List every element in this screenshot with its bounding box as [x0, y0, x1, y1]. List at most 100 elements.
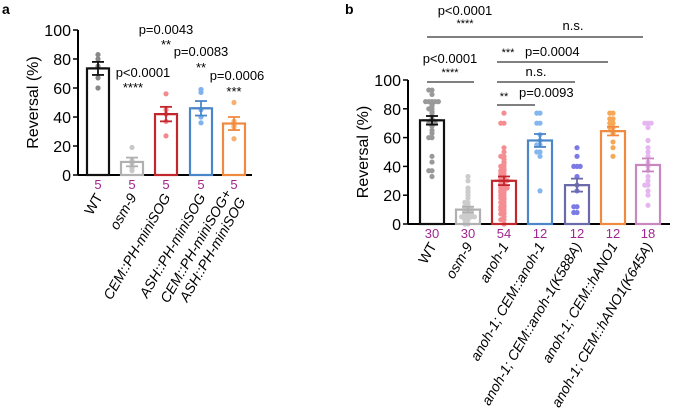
data-point — [537, 188, 543, 194]
x-tick-label: osm-9 — [442, 239, 475, 281]
data-point — [231, 99, 237, 106]
n-label: 30 — [461, 226, 475, 241]
x-tick-label: WT — [415, 239, 440, 266]
data-point — [610, 139, 616, 145]
data-point — [571, 204, 577, 210]
data-point — [429, 153, 435, 159]
bar — [85, 67, 111, 177]
data-point — [426, 135, 432, 141]
data-point — [163, 91, 169, 97]
data-point — [607, 110, 613, 116]
data-point — [607, 120, 613, 126]
data-point — [645, 188, 651, 194]
p-value: p<0.0001 — [116, 65, 171, 80]
n-label: 54 — [497, 226, 511, 241]
significance-stars: ** — [161, 37, 171, 52]
x-tick-label: osm-9 — [106, 190, 139, 232]
data-point — [645, 124, 651, 131]
data-point — [95, 85, 101, 91]
p-value: p=0.0006 — [210, 68, 265, 83]
data-point — [198, 89, 204, 95]
y-tick-label: 0 — [392, 217, 401, 234]
p-value: p<0.0001 — [423, 51, 478, 66]
y-tick-label: 20 — [383, 188, 401, 205]
data-point — [534, 149, 540, 155]
data-point — [501, 149, 507, 155]
y-tick-label: 0 — [62, 168, 71, 185]
data-point — [429, 130, 435, 136]
data-point — [501, 110, 507, 116]
data-point — [429, 159, 435, 165]
significance-stars: *** — [226, 84, 241, 99]
significance-stars: ** — [500, 91, 509, 103]
y-tick-label: 60 — [53, 81, 71, 98]
y-tick-label: 100 — [374, 73, 401, 90]
data-point — [645, 178, 651, 184]
data-point — [648, 120, 654, 126]
n-label: 5 — [162, 177, 169, 192]
data-point — [571, 163, 577, 169]
data-point — [498, 120, 504, 126]
p-value: p=0.0093 — [519, 85, 574, 100]
y-tick-label: 40 — [53, 110, 71, 127]
y-tick-label: 20 — [53, 139, 71, 156]
y-axis-label: Reversal (%) — [25, 56, 42, 148]
n-label: 12 — [606, 226, 620, 241]
data-point — [435, 99, 441, 105]
data-point — [577, 163, 583, 169]
data-point — [642, 182, 648, 188]
data-point — [534, 120, 540, 126]
data-point — [534, 110, 540, 116]
significance-stars: **** — [123, 80, 143, 95]
data-point — [198, 120, 204, 126]
n-label: 5 — [230, 177, 237, 192]
panel-label-a: a — [2, 1, 10, 17]
n-label: 30 — [425, 226, 439, 241]
y-tick-label: 60 — [383, 131, 401, 148]
significance-stars: ** — [196, 60, 206, 75]
data-point — [231, 136, 237, 142]
data-point — [537, 153, 543, 159]
data-point — [462, 217, 468, 223]
n-label: 5 — [128, 177, 135, 192]
data-point — [498, 217, 504, 223]
data-point — [610, 145, 616, 151]
data-point — [465, 178, 471, 184]
x-tick-label: anoh-1 — [476, 240, 512, 286]
p-value: p=0.0043 — [139, 22, 194, 37]
data-point — [645, 192, 651, 198]
bar — [221, 122, 247, 177]
significance-stars: n.s. — [563, 18, 584, 33]
y-tick-label: 80 — [383, 102, 401, 119]
data-point — [426, 168, 432, 174]
data-point — [645, 137, 651, 144]
data-point — [607, 116, 613, 122]
data-point — [571, 209, 577, 216]
n-label: 18 — [641, 226, 655, 241]
data-point — [429, 173, 435, 180]
data-point — [645, 202, 651, 208]
p-value: p=0.0083 — [174, 44, 229, 59]
data-point — [129, 144, 135, 151]
p-value: p<0.0001 — [438, 3, 493, 18]
n-label: 12 — [533, 226, 547, 241]
panel-label-b: b — [345, 1, 354, 17]
y-tick-label: 100 — [44, 23, 71, 40]
data-point — [642, 120, 648, 126]
data-point — [429, 91, 435, 97]
n-label: 12 — [570, 226, 584, 241]
data-point — [95, 56, 101, 62]
bar — [599, 130, 627, 226]
data-point — [501, 145, 507, 151]
data-point — [465, 173, 471, 180]
x-tick-label: WT — [81, 190, 106, 217]
data-point — [574, 153, 580, 159]
data-point — [95, 75, 101, 81]
y-tick-label: 80 — [53, 52, 71, 69]
y-axis-label: Reversal (%) — [355, 106, 372, 198]
data-point — [465, 195, 471, 201]
significance-stars: **** — [441, 67, 459, 79]
